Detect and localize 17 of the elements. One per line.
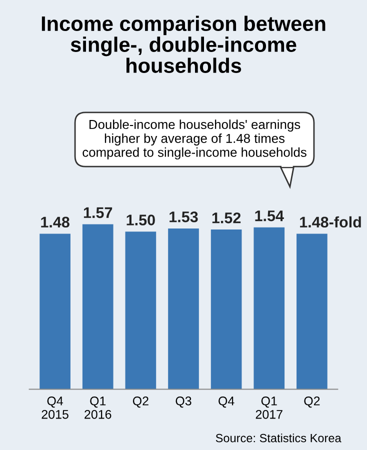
data-label: 1.53 [170, 211, 198, 222]
text: Double-income households' earnings higher by average of 1.48 times compared to single-income households [82, 120, 306, 160]
data-label: 1.57 [84, 207, 112, 218]
data-label: 1.48 [41, 216, 70, 228]
data-label: 1.52 [212, 212, 241, 224]
x-tick-label: Q4 2015 [42, 396, 68, 419]
x-tick-label: Q3 [176, 396, 192, 408]
x-tick-label: Q1 2017 [256, 396, 282, 419]
source-note: Source: Statistics Korea [216, 434, 342, 442]
data-label: 1.50 [126, 214, 155, 226]
chart-title: Income comparison between single-, double-income households [42, 16, 326, 74]
x-tick-label: Q1 2016 [84, 396, 112, 419]
data-label: 1.54 [255, 210, 284, 222]
data-label: 1.48-fold [300, 216, 361, 228]
x-tick-label: Q2 [132, 396, 148, 408]
x-tick-label: Q2 [304, 396, 320, 408]
x-tick-label: Q4 [218, 396, 234, 408]
